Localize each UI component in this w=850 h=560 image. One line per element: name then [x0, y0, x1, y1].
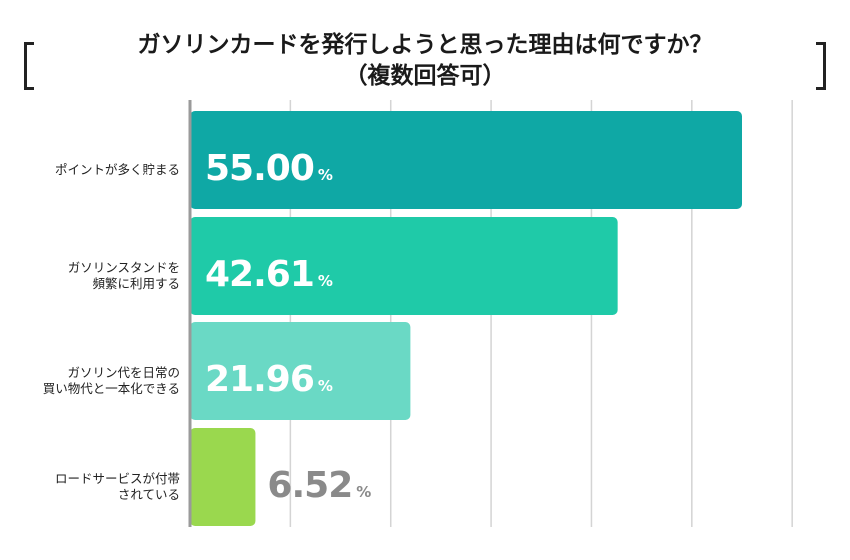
value-unit: % [317, 272, 333, 290]
value-label: 55.00% [205, 148, 333, 189]
bar [190, 217, 618, 315]
category-label-line: 頻繁に利用する [92, 276, 180, 291]
right-bracket-decoration [816, 42, 826, 90]
category-label-line: されている [117, 487, 180, 502]
value-number: 55.00 [205, 148, 315, 189]
value-number: 21.96 [205, 359, 315, 400]
category-label: ポイントが多く貯まる [5, 162, 180, 178]
category-label: ガソリンスタンドを 頻繁に利用する [5, 260, 180, 292]
category-label-line: ポイントが多く貯まる [54, 162, 180, 177]
chart-title-line-1: ガソリンカードを発行しようと思った理由は何ですか？ [137, 32, 713, 58]
bar [190, 428, 256, 526]
value-label: 21.96% [205, 359, 333, 400]
category-label-line: ガソリン代を日常の [67, 365, 180, 380]
value-unit: % [317, 166, 333, 184]
value-number: 6.52 [267, 465, 353, 506]
category-label-line: 買い物代と一本化できる [42, 381, 180, 396]
chart-title: ガソリンカードを発行しようと思った理由は何ですか？ （複数回答可） [0, 30, 850, 92]
category-label: ロードサービスが付帯 されている [5, 471, 180, 503]
bar [190, 322, 411, 420]
value-label: 6.52% [267, 465, 371, 506]
category-label-line: ロードサービスが付帯 [54, 471, 180, 486]
category-label: ガソリン代を日常の 買い物代と一本化できる [5, 365, 180, 397]
category-label-line: ガソリンスタンドを [67, 260, 180, 275]
value-label: 42.61% [205, 254, 333, 295]
value-unit: % [356, 483, 372, 501]
left-bracket-decoration [24, 42, 34, 90]
bar [190, 111, 742, 209]
value-number: 42.61 [205, 254, 315, 295]
value-unit: % [317, 377, 333, 395]
chart-title-line-2: （複数回答可） [344, 63, 506, 89]
